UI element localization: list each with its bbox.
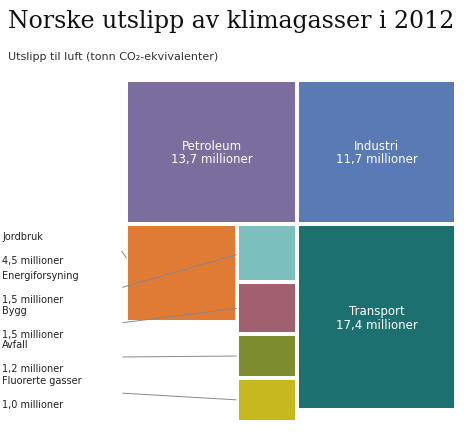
Text: 11,7 millioner: 11,7 millioner bbox=[336, 153, 417, 167]
Text: Norske utslipp av klimagasser i 2012: Norske utslipp av klimagasser i 2012 bbox=[8, 10, 454, 33]
Bar bbox=[128, 82, 295, 222]
Text: Industri: Industri bbox=[354, 139, 399, 153]
Text: 4,5 millioner: 4,5 millioner bbox=[2, 256, 63, 266]
Text: 1,2 millioner: 1,2 millioner bbox=[2, 364, 63, 374]
Text: 1,5 millioner: 1,5 millioner bbox=[2, 330, 63, 340]
Bar bbox=[239, 380, 295, 420]
Text: Energiforsyning: Energiforsyning bbox=[2, 271, 78, 281]
Text: Jordbruk: Jordbruk bbox=[2, 232, 43, 242]
Bar bbox=[239, 336, 295, 376]
Bar bbox=[239, 226, 295, 280]
Text: Utslipp til luft (tonn CO₂-ekvivalenter): Utslipp til luft (tonn CO₂-ekvivalenter) bbox=[8, 52, 218, 62]
Bar bbox=[239, 284, 295, 332]
Text: 13,7 millioner: 13,7 millioner bbox=[171, 153, 252, 167]
Text: Transport: Transport bbox=[349, 304, 404, 318]
Bar bbox=[299, 82, 454, 222]
Text: Fluorerte gasser: Fluorerte gasser bbox=[2, 376, 82, 386]
Text: 17,4 millioner: 17,4 millioner bbox=[336, 318, 417, 332]
Text: Bygg: Bygg bbox=[2, 306, 27, 316]
Text: 1,0 millioner: 1,0 millioner bbox=[2, 400, 63, 410]
Text: Avfall: Avfall bbox=[2, 340, 29, 350]
Bar bbox=[128, 226, 235, 320]
Bar bbox=[299, 226, 454, 408]
Text: Petroleum: Petroleum bbox=[181, 139, 242, 153]
Text: 1,5 millioner: 1,5 millioner bbox=[2, 295, 63, 305]
